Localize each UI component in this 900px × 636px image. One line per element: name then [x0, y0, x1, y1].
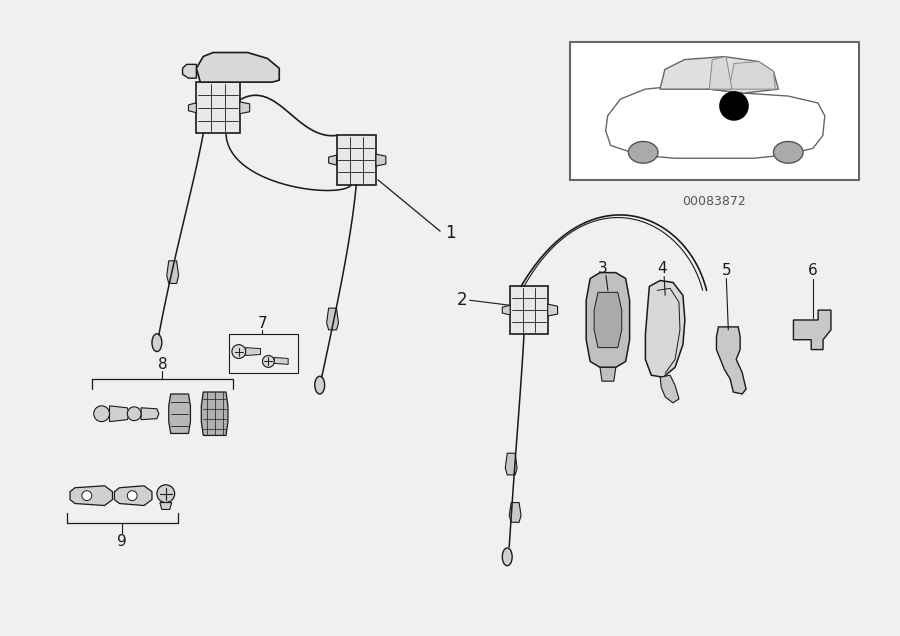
Polygon shape: [274, 357, 288, 364]
Polygon shape: [337, 135, 376, 185]
Text: 8: 8: [158, 357, 167, 372]
Polygon shape: [141, 408, 159, 420]
Polygon shape: [202, 392, 228, 436]
Polygon shape: [594, 293, 622, 348]
Text: 7: 7: [257, 317, 267, 331]
Polygon shape: [246, 348, 260, 356]
Ellipse shape: [773, 141, 803, 163]
Polygon shape: [166, 261, 178, 284]
Text: 00083872: 00083872: [682, 195, 746, 208]
Polygon shape: [502, 305, 510, 315]
Polygon shape: [327, 308, 338, 330]
Ellipse shape: [315, 377, 325, 394]
Polygon shape: [110, 406, 130, 422]
Polygon shape: [70, 486, 112, 506]
Polygon shape: [196, 53, 279, 82]
Polygon shape: [548, 304, 558, 316]
Circle shape: [127, 491, 137, 501]
Polygon shape: [168, 394, 191, 434]
Polygon shape: [196, 82, 239, 134]
Text: 6: 6: [808, 263, 818, 278]
Bar: [229, 334, 298, 373]
Circle shape: [719, 91, 749, 121]
Polygon shape: [645, 280, 685, 377]
Polygon shape: [183, 64, 196, 78]
Text: 4: 4: [657, 261, 667, 276]
Polygon shape: [328, 155, 337, 165]
Polygon shape: [239, 102, 249, 114]
Bar: [570, 42, 859, 180]
Polygon shape: [709, 57, 732, 89]
Circle shape: [263, 356, 274, 368]
Ellipse shape: [628, 141, 658, 163]
Polygon shape: [586, 273, 630, 368]
Polygon shape: [794, 310, 831, 350]
Circle shape: [157, 485, 175, 502]
Polygon shape: [509, 502, 521, 522]
Ellipse shape: [152, 334, 162, 352]
Polygon shape: [660, 57, 778, 93]
Text: 3: 3: [598, 261, 608, 276]
Polygon shape: [376, 154, 386, 166]
Polygon shape: [160, 502, 172, 509]
Circle shape: [82, 491, 92, 501]
Polygon shape: [606, 86, 824, 158]
Text: 2: 2: [456, 291, 467, 309]
Circle shape: [94, 406, 110, 422]
Ellipse shape: [502, 548, 512, 565]
Polygon shape: [114, 486, 152, 506]
Text: 1: 1: [446, 224, 455, 242]
Polygon shape: [729, 62, 776, 89]
Polygon shape: [188, 103, 196, 113]
Text: 5: 5: [722, 263, 731, 278]
Circle shape: [127, 407, 141, 420]
Polygon shape: [510, 286, 548, 334]
Polygon shape: [505, 453, 518, 475]
Polygon shape: [716, 327, 746, 394]
Polygon shape: [661, 375, 679, 403]
Polygon shape: [600, 368, 616, 381]
Circle shape: [232, 345, 246, 359]
Text: 9: 9: [118, 534, 127, 548]
